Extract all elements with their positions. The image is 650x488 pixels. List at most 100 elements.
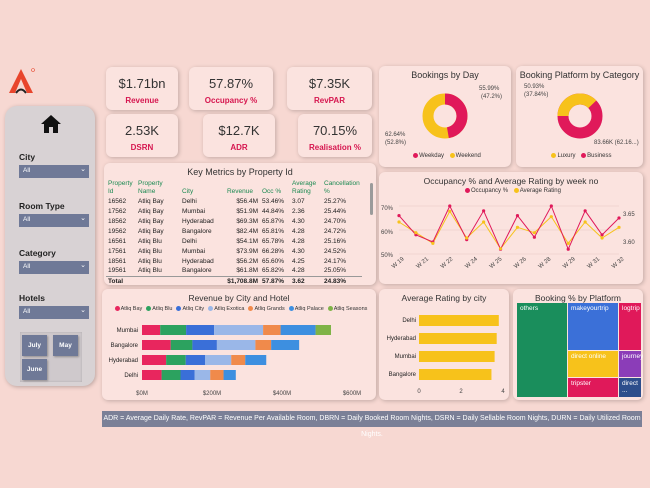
table-cell: Atliq Bay (138, 207, 164, 215)
treemap-cell-makeyourtrip[interactable]: makeyourtrip (568, 303, 618, 350)
rating-bar[interactable] (419, 369, 492, 380)
rating-point[interactable] (431, 241, 435, 245)
rating-point[interactable] (414, 231, 418, 235)
legend-swatch (327, 306, 333, 312)
table-row[interactable]: 16561 Atliq Blu Delhi $54.1M 65.78% 4.28 25.16… (106, 236, 362, 246)
rating-point[interactable] (465, 236, 469, 240)
bar-segment[interactable] (210, 370, 224, 380)
occupancy-point[interactable] (397, 214, 401, 218)
treemap-cell-tripster[interactable]: tripster (568, 378, 618, 397)
bar-segment[interactable] (205, 355, 232, 365)
bar-segment[interactable] (216, 340, 256, 350)
col-average-rating[interactable]: Average Rating (292, 180, 317, 195)
table-row[interactable]: 18561 Atliq Blu Hyderabad $56.2M 65.60% 4.25 2… (106, 256, 362, 266)
rating-point[interactable] (397, 220, 401, 224)
occupancy-point[interactable] (549, 204, 553, 208)
bar-segment[interactable] (185, 355, 205, 365)
table-row[interactable]: 17562 Atliq Bay Mumbai $51.9M 44.84% 2.36 25.4… (106, 206, 362, 216)
occupancy-point[interactable] (532, 235, 536, 239)
kpi-revenue-label: Revenue (125, 96, 159, 105)
hotels-filter[interactable]: All ⌄ (19, 306, 89, 319)
rating-point[interactable] (532, 231, 536, 235)
bar-segment[interactable] (214, 325, 264, 335)
x-tick-week: W 24 (464, 256, 479, 270)
col-cancellation[interactable]: Cancellation % (324, 180, 360, 195)
table-cell: 24.52% (324, 247, 347, 255)
rating-bar[interactable] (419, 333, 497, 344)
col-city[interactable]: City (182, 188, 194, 195)
bar-segment[interactable] (142, 325, 161, 335)
bar-segment[interactable] (161, 370, 181, 380)
occupancy-point[interactable] (600, 233, 604, 237)
treemap-cell-direct-online[interactable]: direct online (568, 351, 618, 377)
bar-segment[interactable] (170, 340, 193, 350)
bar-segment[interactable] (223, 370, 236, 380)
city-filter[interactable]: All ⌄ (19, 165, 89, 178)
occupancy-point[interactable] (482, 209, 486, 213)
bar-segment[interactable] (245, 355, 267, 365)
legend-hotel: Atliq Seasons (333, 306, 368, 312)
bar-segment[interactable] (166, 355, 186, 365)
occupancy-point[interactable] (448, 204, 452, 208)
col-property-id[interactable]: Property Id (108, 180, 133, 195)
bar-segment[interactable] (271, 340, 300, 350)
month-button-may[interactable]: May (53, 335, 78, 356)
rating-point[interactable] (617, 225, 621, 229)
x-tick: 2 (459, 389, 463, 395)
month-button-july[interactable]: July (22, 335, 47, 356)
treemap-cell-journey[interactable]: journey (619, 351, 643, 377)
rating-point[interactable] (566, 241, 570, 245)
bar-segment[interactable] (263, 325, 281, 335)
occupancy-point[interactable] (583, 209, 587, 213)
table-cell: Atliq Blu (138, 267, 162, 275)
rating-point[interactable] (583, 220, 587, 224)
bar-segment[interactable] (142, 340, 171, 350)
slice-label-weekend: 55.99% (479, 86, 500, 92)
bar-segment[interactable] (315, 325, 331, 335)
rating-point[interactable] (482, 220, 486, 224)
col-revenue[interactable]: Revenue (226, 188, 254, 195)
bar-segment[interactable] (255, 340, 272, 350)
bar-segment[interactable] (186, 325, 215, 335)
bar-segment[interactable] (194, 370, 211, 380)
occupancy-point[interactable] (617, 216, 621, 220)
treemap-cell-logtrip[interactable]: logtrip (619, 303, 641, 350)
rating-bar[interactable] (419, 315, 499, 326)
col-property-name[interactable]: Property Name (138, 180, 163, 195)
booking-platform-card: Booking % by Platform others makeyourtri… (513, 289, 643, 400)
month-button-june[interactable]: June (22, 359, 47, 380)
treemap-cell-others[interactable]: others (517, 303, 567, 397)
room-type-filter[interactable]: All ⌄ (19, 214, 89, 227)
bar-segment[interactable] (142, 355, 167, 365)
filter-sidebar: City All ⌄ Room Type All ⌄ Category All ⌄ H… (5, 106, 95, 386)
table-row[interactable]: 16562 Atliq Bay Delhi $56.4M 53.46% 3.07 25.27… (106, 196, 362, 206)
kpi-adr-label: ADR (230, 143, 248, 152)
table-cell: $51.9M (236, 207, 258, 215)
bar-segment[interactable] (160, 325, 187, 335)
occupancy-point[interactable] (566, 247, 570, 251)
table-cell: 18561 (108, 257, 127, 265)
bar-segment[interactable] (180, 370, 195, 380)
table-row[interactable]: 19561 Atliq Blu Bangalore $61.8M 65.82% 4.28 2… (106, 266, 362, 276)
legend-average-rating: Average Rating (519, 188, 561, 195)
table-scrollbar[interactable] (370, 183, 373, 215)
occupancy-point[interactable] (515, 214, 520, 218)
treemap-cell-direct-offline[interactable]: direct ... (619, 378, 641, 397)
bar-segment[interactable] (231, 355, 246, 365)
table-row[interactable]: 17561 Atliq Blu Mumbai $73.9M 66.28% 4.30 24.5… (106, 246, 362, 256)
col-occupancy[interactable]: Occ % (262, 188, 282, 195)
category-filter[interactable]: All ⌄ (19, 261, 89, 274)
table-row[interactable]: 18562 Atliq Bay Hyderabad $69.3M 65.87% 4.30 2… (106, 216, 362, 226)
rating-point[interactable] (600, 236, 604, 240)
table-cell: $56.4M (236, 197, 258, 205)
rating-bar[interactable] (419, 351, 495, 362)
home-icon[interactable] (40, 114, 62, 134)
rating-point[interactable] (515, 225, 520, 229)
rating-point[interactable] (498, 247, 503, 251)
table-row[interactable]: 19562 Atliq Bay Bangalore $82.4M 65.81% 4.28 2… (106, 226, 362, 236)
bar-segment[interactable] (280, 325, 316, 335)
bar-segment[interactable] (142, 370, 162, 380)
rating-point[interactable] (549, 215, 553, 219)
bar-segment[interactable] (192, 340, 217, 350)
rating-point[interactable] (448, 209, 452, 213)
